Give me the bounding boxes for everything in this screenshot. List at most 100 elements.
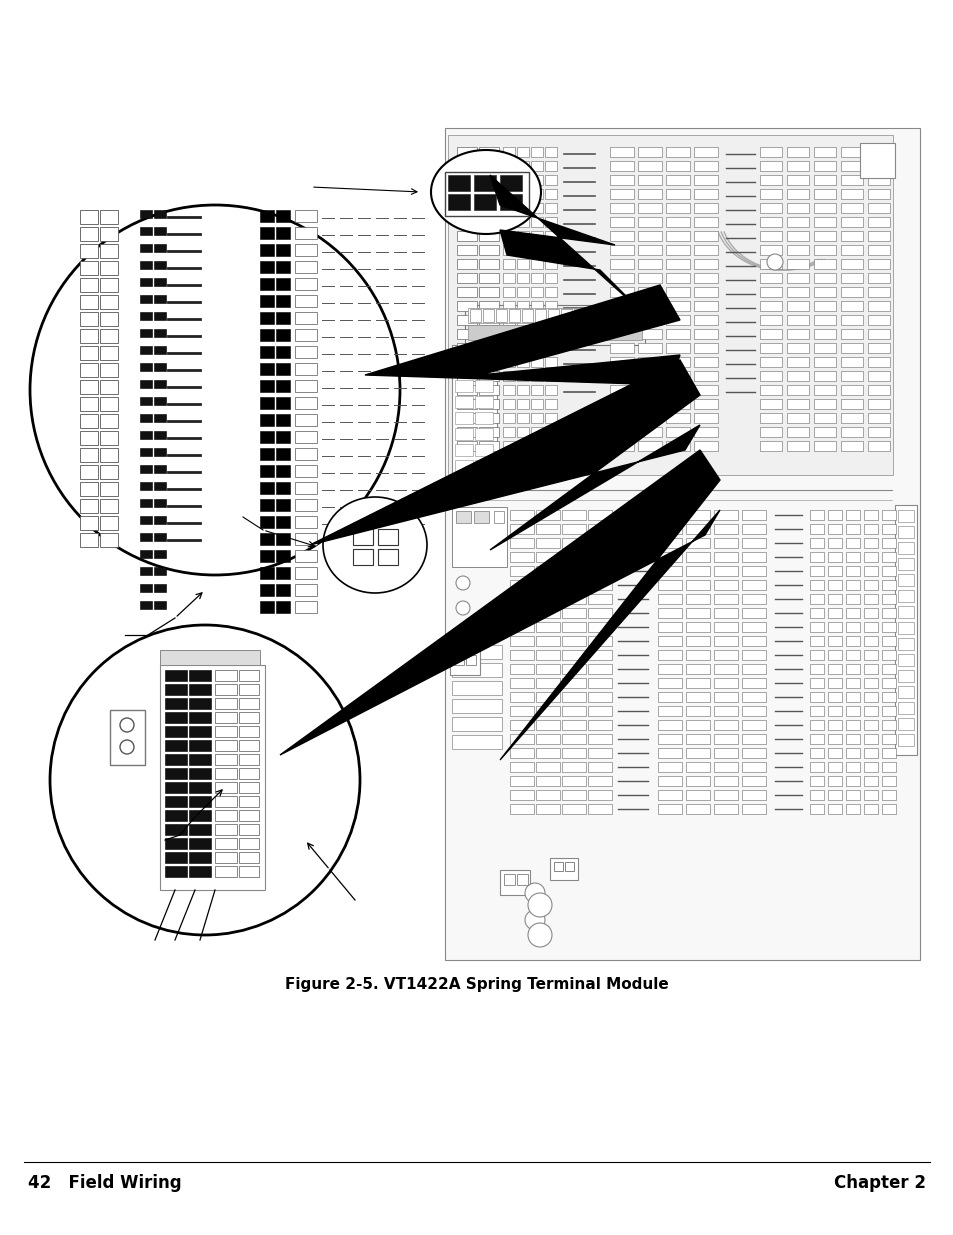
Bar	[502, 343, 515, 353]
Bar	[456, 217, 476, 227]
Bar	[841, 357, 862, 367]
Bar	[561, 720, 585, 730]
Bar	[517, 343, 529, 353]
Bar	[713, 580, 738, 590]
Bar	[827, 706, 841, 716]
Bar	[665, 203, 689, 212]
Bar	[468, 308, 641, 324]
Bar	[165, 866, 187, 877]
Bar	[713, 608, 738, 618]
Bar	[665, 329, 689, 338]
Bar	[499, 175, 521, 191]
Bar	[294, 396, 316, 409]
Bar	[587, 566, 612, 576]
Bar	[260, 567, 274, 579]
Bar	[845, 650, 859, 659]
Bar	[456, 441, 476, 451]
Bar	[294, 380, 316, 391]
Bar	[502, 370, 515, 382]
Bar	[845, 510, 859, 520]
Bar	[260, 414, 274, 426]
Bar	[658, 734, 681, 743]
Bar	[260, 431, 274, 443]
Bar	[153, 295, 166, 303]
Bar	[713, 650, 738, 659]
Bar	[140, 363, 152, 370]
Bar	[517, 259, 529, 269]
Bar	[517, 357, 529, 367]
Bar	[658, 678, 681, 688]
Bar	[882, 538, 895, 548]
Bar	[741, 552, 765, 562]
Bar	[845, 762, 859, 772]
Bar	[638, 329, 661, 338]
Bar	[165, 713, 187, 722]
Bar	[638, 287, 661, 296]
Bar	[100, 396, 118, 411]
Bar	[531, 370, 542, 382]
Bar	[713, 664, 738, 674]
Bar	[260, 499, 274, 511]
Bar	[100, 295, 118, 309]
Bar	[153, 312, 166, 320]
Bar	[80, 312, 98, 326]
Bar	[455, 412, 473, 424]
Bar	[544, 245, 557, 254]
Bar	[561, 678, 585, 688]
Bar	[713, 552, 738, 562]
Bar	[882, 790, 895, 800]
Bar	[544, 301, 557, 311]
Bar	[813, 301, 835, 311]
Bar	[658, 664, 681, 674]
Bar	[561, 706, 585, 716]
Bar	[544, 189, 557, 199]
Bar	[897, 622, 913, 634]
Bar	[882, 664, 895, 674]
Bar	[845, 580, 859, 590]
Bar	[452, 718, 501, 731]
Bar	[189, 810, 211, 821]
Bar	[561, 524, 585, 534]
Bar	[510, 748, 534, 758]
Bar	[658, 608, 681, 618]
Bar	[587, 580, 612, 590]
Bar	[294, 601, 316, 613]
Bar	[140, 431, 152, 438]
Bar	[456, 175, 476, 185]
Bar	[153, 534, 166, 541]
Bar	[260, 312, 274, 324]
Bar	[140, 312, 152, 320]
Bar	[813, 245, 835, 254]
Bar	[153, 466, 166, 473]
Bar	[456, 203, 476, 212]
Bar	[502, 301, 515, 311]
Bar	[685, 678, 709, 688]
Bar	[685, 706, 709, 716]
Bar	[456, 427, 476, 437]
Bar	[882, 692, 895, 701]
Bar	[456, 161, 476, 170]
Bar	[474, 511, 489, 522]
Bar	[693, 147, 718, 157]
Bar	[713, 594, 738, 604]
Bar	[544, 412, 557, 424]
Bar	[693, 161, 718, 170]
Bar	[189, 740, 211, 751]
Bar	[275, 312, 290, 324]
Bar	[658, 636, 681, 646]
Bar	[496, 309, 506, 322]
Bar	[531, 385, 542, 395]
Bar	[809, 566, 823, 576]
Bar	[260, 245, 274, 256]
Bar	[813, 385, 835, 395]
Bar	[841, 161, 862, 170]
Bar	[353, 529, 373, 545]
Bar	[470, 309, 480, 322]
Bar	[786, 385, 808, 395]
Bar	[517, 427, 529, 437]
Circle shape	[456, 601, 470, 615]
Bar	[863, 748, 877, 758]
Bar	[456, 343, 476, 353]
Bar	[260, 227, 274, 240]
Bar	[841, 175, 862, 185]
